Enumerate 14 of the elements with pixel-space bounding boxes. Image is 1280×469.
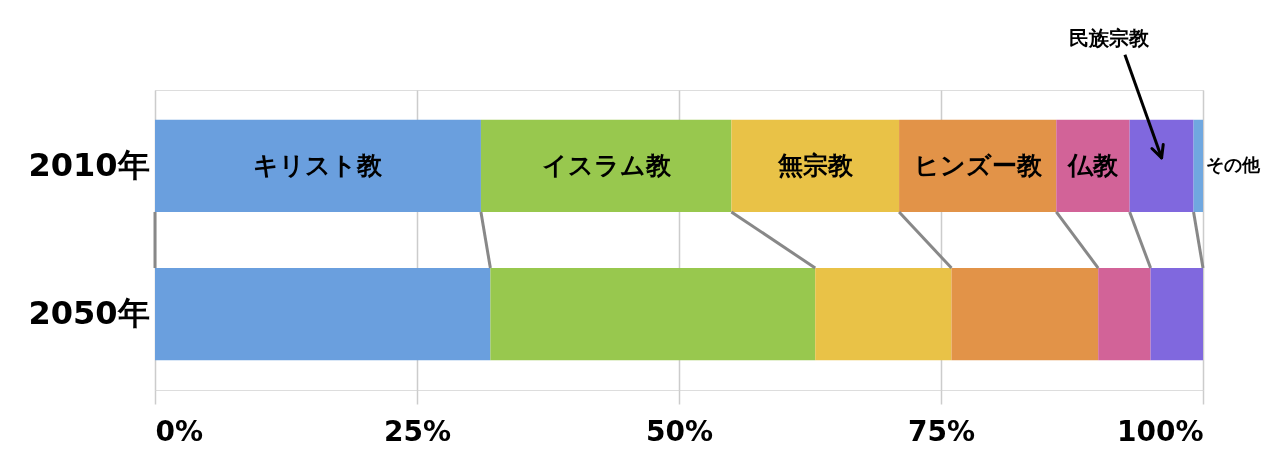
text: 民族宗教 [1069,25,1151,50]
series-label: 仏教 [1066,150,1119,180]
x-tick-label: 100% [1116,414,1204,448]
series-label: キリスト教 [253,150,384,180]
x-tick-label: 50% [645,414,714,448]
series-label: イスラム教 [541,150,672,180]
series-label: 無宗教 [776,150,854,180]
y-tick-label: 2050年 [28,294,150,333]
series-label: ヒンズー教 [913,150,1043,180]
series-label: その他 [1206,153,1261,175]
x-tick-label: 75% [907,414,976,448]
y-tick-label: 2010年 [28,145,150,184]
x-tick-label: 0% [155,414,204,448]
x-tick-label: 25% [383,414,452,448]
